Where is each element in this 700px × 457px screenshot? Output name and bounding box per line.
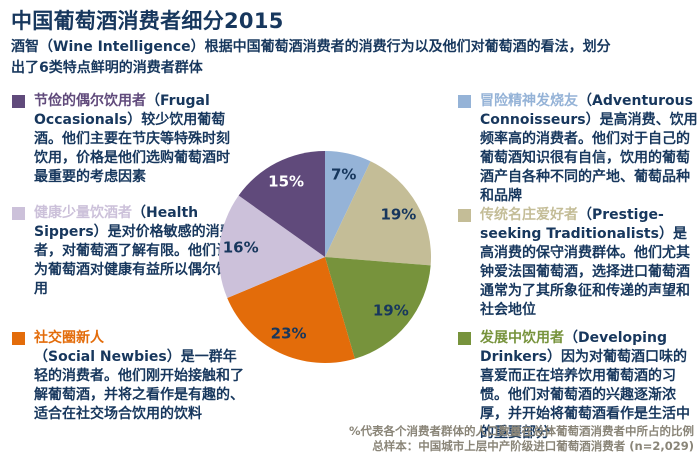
segment-block-frugal-occasionals: 节俭的偶尔饮用者（Frugal Occasionals）较少饮用葡萄酒。他们主要… xyxy=(12,92,240,187)
pie-slice-3 xyxy=(325,257,431,359)
pie-chart-svg: 7% 19% 19% 23% 16% 15% xyxy=(218,151,432,364)
segment-body: 较少饮用葡萄酒。他们主要在节庆等特殊时刻饮用，价格是他们选购葡萄酒时最重要的考虑… xyxy=(34,112,230,185)
bullet-swatch-frugal-icon xyxy=(12,95,25,108)
pie-slice-label: 16% xyxy=(223,239,259,257)
pie-chart: 7% 19% 19% 23% 16% 15% xyxy=(218,150,432,364)
segment-name-en: （Social Newbies） xyxy=(34,349,181,365)
segment-text-prestige: 传统名庄爱好者（Prestige-seeking Traditionalists… xyxy=(480,206,698,320)
bullet-swatch-health-icon xyxy=(12,207,25,220)
segment-name-en: （Adventurous Connoisseurs） xyxy=(480,93,693,128)
segment-name-en: （Frugal Occasionals） xyxy=(34,93,210,128)
pie-slice-label: 19% xyxy=(380,206,416,224)
segment-name-en: （Prestige-seeking Traditionalists） xyxy=(480,207,673,242)
page-subtitle: 酒智（Wine Intelligence）根据中国葡萄酒消费者的消费行为以及他们… xyxy=(11,39,611,76)
segment-block-adventurous-connoisseurs: 冒险精神发烧友（Adventurous Connoisseurs）是高消费、饮用… xyxy=(458,92,698,206)
segment-name-cn: 发展中饮用者 xyxy=(480,330,564,346)
pie-slice-label: 23% xyxy=(271,325,307,343)
segment-body: 是对价格敏感的消费者，对葡萄酒了解有限。他们认为葡萄酒对健康有益所以偶尔饮用 xyxy=(34,224,234,297)
bullet-swatch-adventurous-icon xyxy=(458,95,471,108)
footnote-line-1: %代表各个消费者群体的人口数量在总体葡萄酒消费者中所占的比例 xyxy=(348,424,694,438)
pie-slice-label: 15% xyxy=(268,173,304,191)
pie-slice-1 xyxy=(325,151,371,257)
segment-block-prestige-traditionalists: 传统名庄爱好者（Prestige-seeking Traditionalists… xyxy=(458,206,698,320)
bullet-swatch-prestige-icon xyxy=(458,209,471,222)
pie-slice-5 xyxy=(218,195,325,298)
segment-text-developing: 发展中饮用者（Developing Drinkers）因为对葡萄酒口味的喜爱而正… xyxy=(480,329,700,443)
pie-slice-2 xyxy=(325,161,432,266)
footnote-line-2: 总样本：中国城市上层中产阶级进口葡萄酒消费者 (n=2,029) xyxy=(372,439,694,453)
pie-slice-4 xyxy=(227,257,355,364)
bullet-swatch-social-icon xyxy=(12,332,25,345)
segment-block-developing-drinkers: 发展中饮用者（Developing Drinkers）因为对葡萄酒口味的喜爱而正… xyxy=(458,329,700,443)
segment-text-adventurous: 冒险精神发烧友（Adventurous Connoisseurs）是高消费、饮用… xyxy=(480,92,698,206)
segment-text-social: 社交圈新人 （Social Newbies）是一群年轻的消费者。他们刚开始接触和了… xyxy=(34,329,246,424)
segment-block-social-newbies: 社交圈新人 （Social Newbies）是一群年轻的消费者。他们刚开始接触和了… xyxy=(12,329,246,424)
segment-body: 因为对葡萄酒口味的喜爱而正在培养饮用葡萄酒的习惯。他们对葡萄酒的兴趣逐渐浓厚，并… xyxy=(480,349,690,441)
segment-name-cn: 健康少量饮酒者 xyxy=(34,205,132,221)
segment-text-health: 健康少量饮酒者（Health Sippers）是对价格敏感的消费者，对葡萄酒了解… xyxy=(34,204,234,299)
segment-body: 是高消费的保守消费群体。他们尤其钟爱法国葡萄酒，选择进口葡萄酒通常为了其所象征和… xyxy=(480,226,690,318)
segment-body: 是高消费、饮用频率高的消费者。他们对于自己的葡萄酒知识很有自信，饮用的葡萄酒产自… xyxy=(480,112,698,204)
segment-name-cn: 传统名庄爱好者 xyxy=(480,207,578,223)
pie-slice-label: 7% xyxy=(331,165,356,183)
segment-name-cn: 冒险精神发烧友 xyxy=(480,93,578,109)
footnote: %代表各个消费者群体的人口数量在总体葡萄酒消费者中所占的比例 总样本：中国城市上… xyxy=(349,424,694,454)
segment-name-cn: 社交圈新人 xyxy=(34,330,104,346)
pie-slice-label: 19% xyxy=(373,302,409,320)
segment-name-en: （Developing Drinkers） xyxy=(480,330,667,365)
segment-text-frugal: 节俭的偶尔饮用者（Frugal Occasionals）较少饮用葡萄酒。他们主要… xyxy=(34,92,240,187)
page-title: 中国葡萄酒消费者细分2015 xyxy=(11,9,284,33)
segment-name-en: （Health Sippers） xyxy=(34,205,199,240)
pie-slice-6 xyxy=(238,151,325,257)
segment-body: 是一群年轻的消费者。他们刚开始接触和了解葡萄酒，并将之看作是有趣的、适合在社交场… xyxy=(34,349,244,422)
segment-name-cn: 节俭的偶尔饮用者 xyxy=(34,93,146,109)
segment-block-health-sippers: 健康少量饮酒者（Health Sippers）是对价格敏感的消费者，对葡萄酒了解… xyxy=(12,204,234,299)
bullet-swatch-developing-icon xyxy=(458,332,471,345)
